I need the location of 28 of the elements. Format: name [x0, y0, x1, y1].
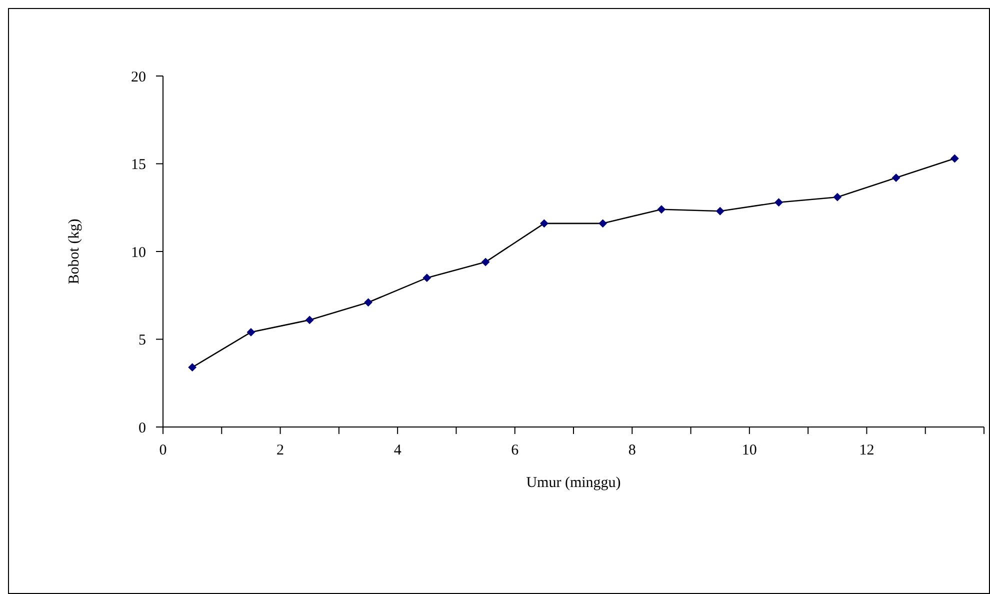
point	[833, 193, 842, 202]
point	[364, 298, 372, 306]
point	[246, 328, 255, 336]
point	[774, 198, 783, 206]
y-tick-label: 10	[131, 244, 146, 261]
y-axis-title: Bobot (kg)	[66, 218, 82, 284]
x-axis-title: Umur (minggu)	[526, 475, 621, 491]
y-tick-label: 0	[138, 420, 146, 436]
x-tick-label: 12	[859, 442, 874, 459]
point	[657, 205, 666, 214]
x-tick-label: 10	[742, 442, 757, 459]
y-tick-label: 15	[131, 157, 146, 174]
point	[716, 207, 724, 216]
y-tick-label: 5	[138, 332, 146, 349]
x-tick-label: 2	[276, 442, 284, 459]
point	[188, 363, 196, 372]
point	[598, 219, 607, 228]
point	[482, 258, 490, 266]
point	[422, 274, 431, 282]
point	[892, 174, 900, 182]
point	[950, 154, 959, 162]
x-tick-label: 0	[159, 442, 167, 459]
x-tick-label: 6	[511, 442, 520, 459]
x-tick-label: 4	[394, 442, 402, 459]
y-tick-label: 20	[131, 69, 146, 86]
x-tick-label: 8	[628, 442, 636, 459]
point	[306, 316, 314, 324]
point	[540, 219, 548, 228]
